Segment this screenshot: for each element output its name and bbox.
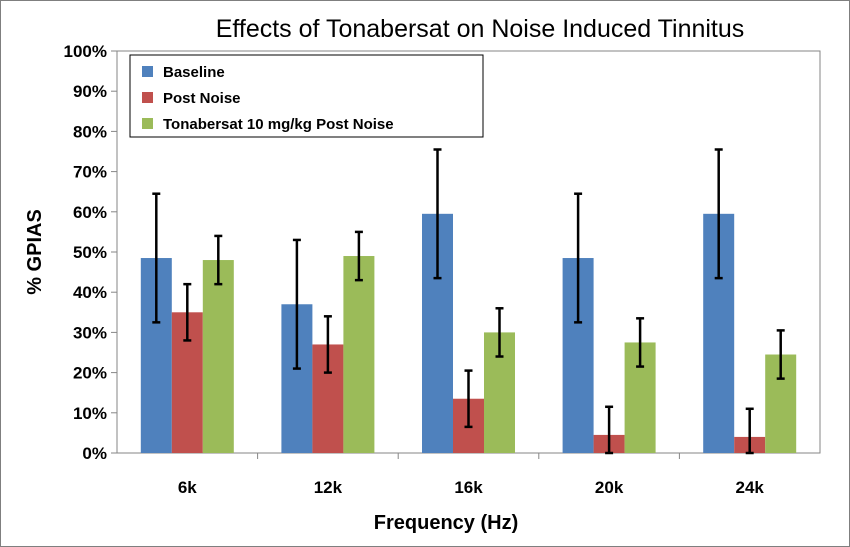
bar-tonabersat-10-mg-kg-post-noise bbox=[202, 260, 234, 453]
x-tick-label: 12k bbox=[314, 478, 343, 497]
legend-swatch bbox=[142, 118, 153, 129]
x-tick-label: 6k bbox=[178, 478, 197, 497]
bar-tonabersat-10-mg-kg-post-noise bbox=[343, 256, 375, 453]
x-tick-label: 20k bbox=[595, 478, 624, 497]
y-tick-label: 40% bbox=[73, 283, 107, 302]
y-tick-label: 50% bbox=[73, 243, 107, 262]
legend-box bbox=[129, 54, 484, 138]
y-tick-label: 30% bbox=[73, 323, 107, 342]
y-tick-label: 80% bbox=[73, 122, 107, 141]
y-tick-label: 100% bbox=[64, 42, 107, 61]
legend-swatch bbox=[142, 92, 153, 103]
x-tick-label: 16k bbox=[454, 478, 483, 497]
y-tick-label: 10% bbox=[73, 404, 107, 423]
x-tick-label: 24k bbox=[736, 478, 765, 497]
chart-title: Effects of Tonabersat on Noise Induced T… bbox=[216, 15, 745, 43]
y-axis-title: % GPIAS bbox=[24, 209, 46, 295]
y-tick-label: 20% bbox=[73, 364, 107, 383]
y-tick-label: 90% bbox=[73, 82, 107, 101]
y-tick-label: 60% bbox=[73, 203, 107, 222]
legend-swatch bbox=[142, 66, 153, 77]
y-tick-label: 70% bbox=[73, 163, 107, 182]
y-tick-label: 0% bbox=[82, 444, 107, 463]
legend: Baseline Post Noise Tonabersat 10 mg/kg Po… bbox=[129, 54, 484, 138]
legend-label: Baseline bbox=[163, 64, 225, 81]
legend-label: Post Noise bbox=[163, 90, 241, 107]
plot-area: 0% 10% 20% 30% 40% 50% 60% 70% 80% 90% 100% 6k 12k 16… bbox=[64, 42, 821, 497]
x-axis-title: Frequency (Hz) bbox=[374, 512, 518, 534]
legend-label: Tonabersat 10 mg/kg Post Noise bbox=[163, 116, 394, 133]
